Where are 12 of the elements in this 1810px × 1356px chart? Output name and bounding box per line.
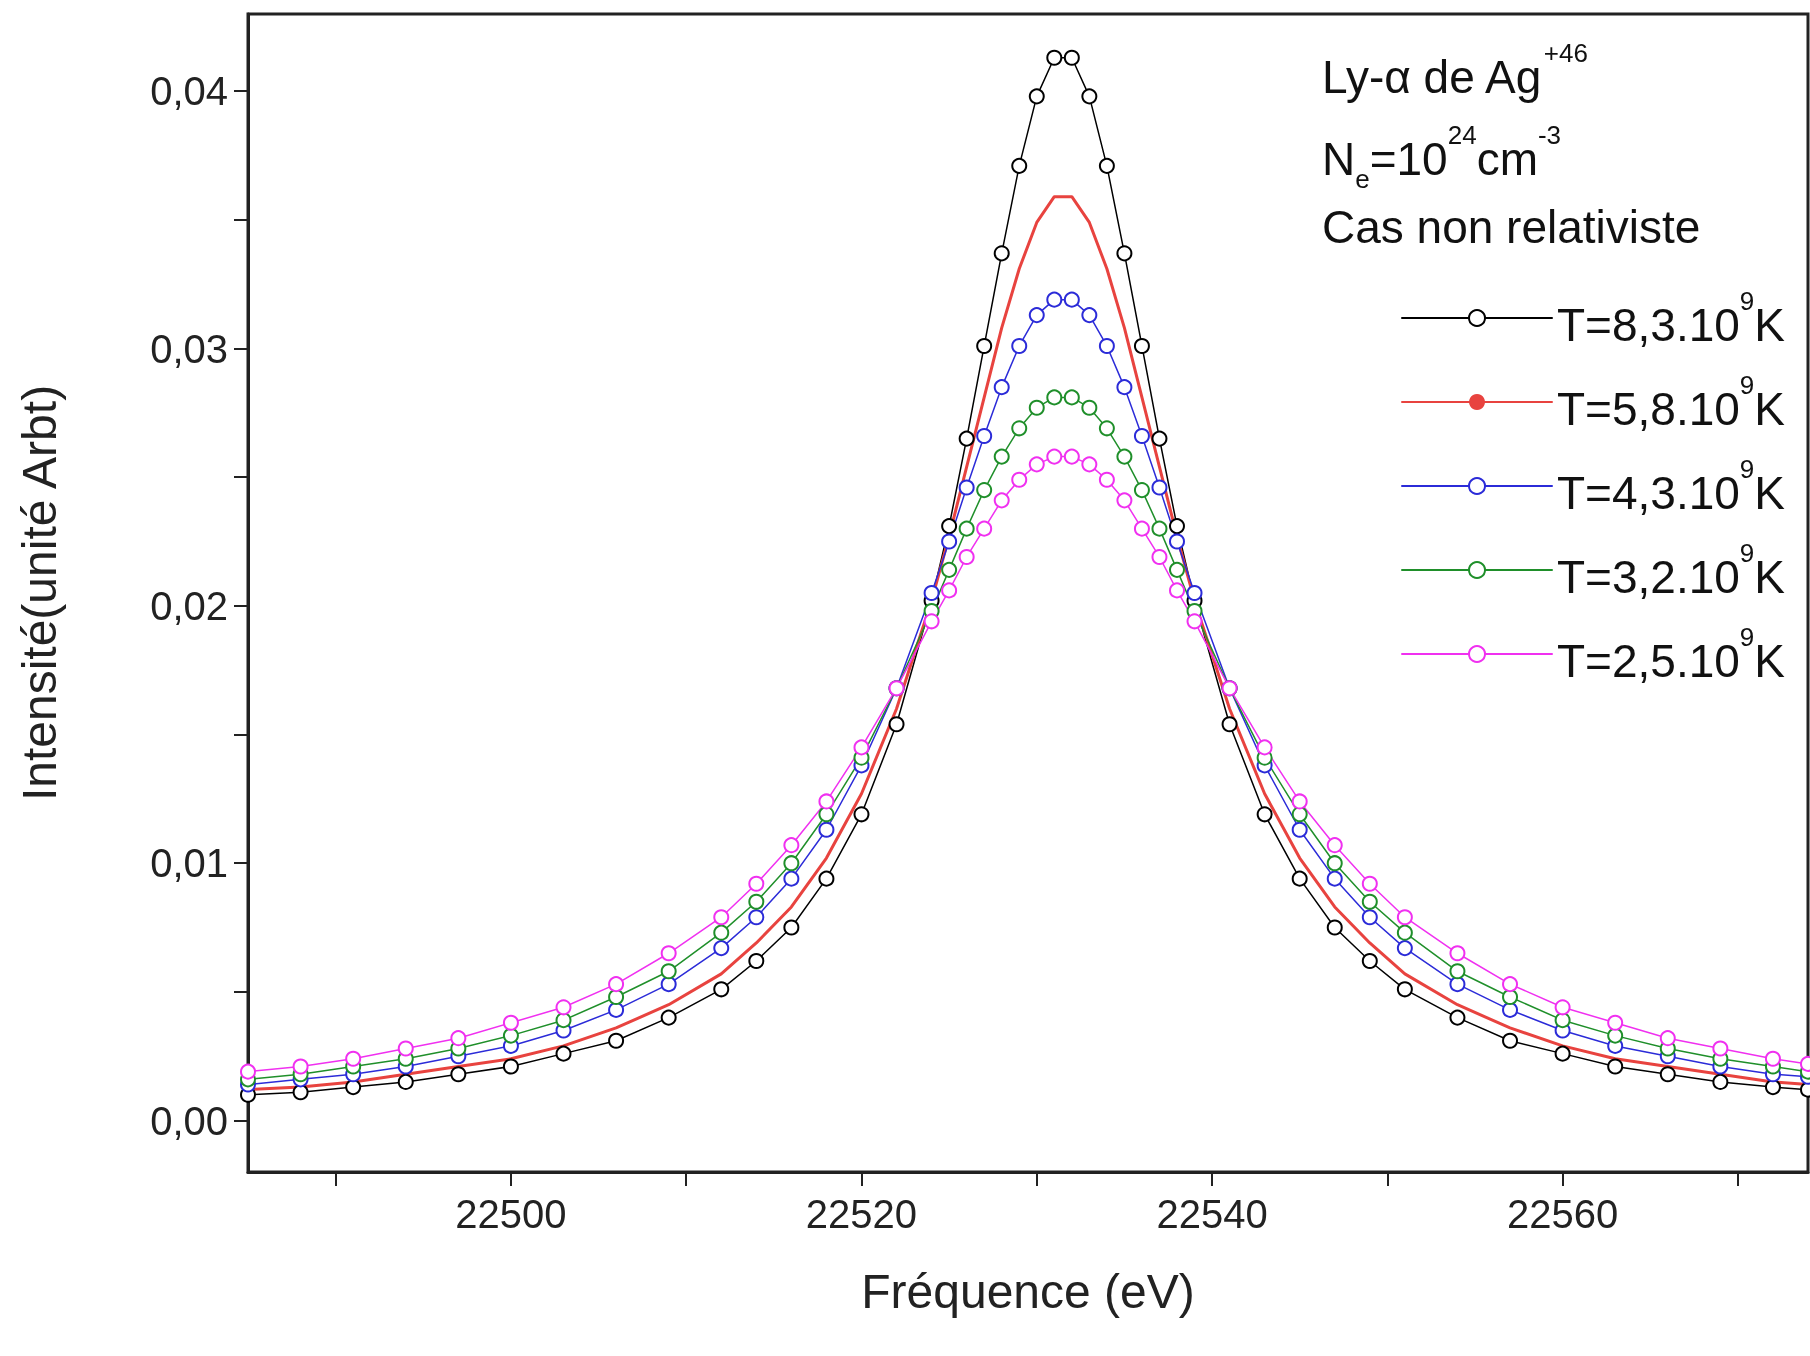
x-tick-label: 22540 [1156,1192,1268,1236]
y-tick-label: 0,04 [150,69,228,114]
y-tick-label: 0,00 [150,1098,228,1143]
x-axis-title: Fréquence (eV) [861,1264,1195,1318]
y-tick-label: 0,03 [150,326,228,371]
y-axis-title: Intensité(unité Arbt) [12,384,66,802]
y-tick-label: 0,01 [150,841,228,886]
annotation: Cas non relativiste [1322,201,1701,253]
x-tick-label: 22500 [455,1192,567,1236]
y-tick-label: 0,02 [150,583,228,628]
x-tick-label: 22560 [1506,1192,1619,1236]
x-tick-label: 22520 [805,1192,918,1236]
